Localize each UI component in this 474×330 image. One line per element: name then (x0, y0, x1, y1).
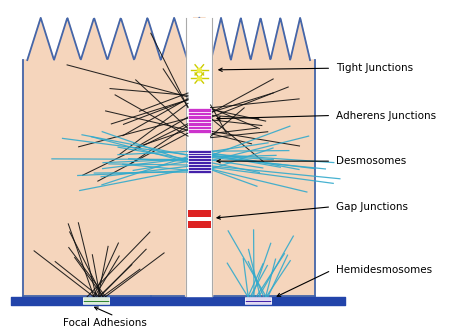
Bar (82, 297, 109, 304)
Text: Focal Adhesions: Focal Adhesions (63, 317, 147, 328)
Text: Desmosomes: Desmosomes (336, 156, 406, 166)
Text: Adherens Junctions: Adherens Junctions (336, 111, 436, 120)
Bar (245, 297, 271, 304)
Bar (188, 221, 210, 228)
Text: Hemidesmosomes: Hemidesmosomes (336, 265, 432, 275)
Text: Gap Junctions: Gap Junctions (336, 202, 408, 212)
Text: Tight Junctions: Tight Junctions (336, 63, 413, 73)
Polygon shape (23, 18, 315, 296)
Bar (188, 108, 210, 133)
Bar (188, 150, 210, 173)
Bar (188, 210, 210, 217)
